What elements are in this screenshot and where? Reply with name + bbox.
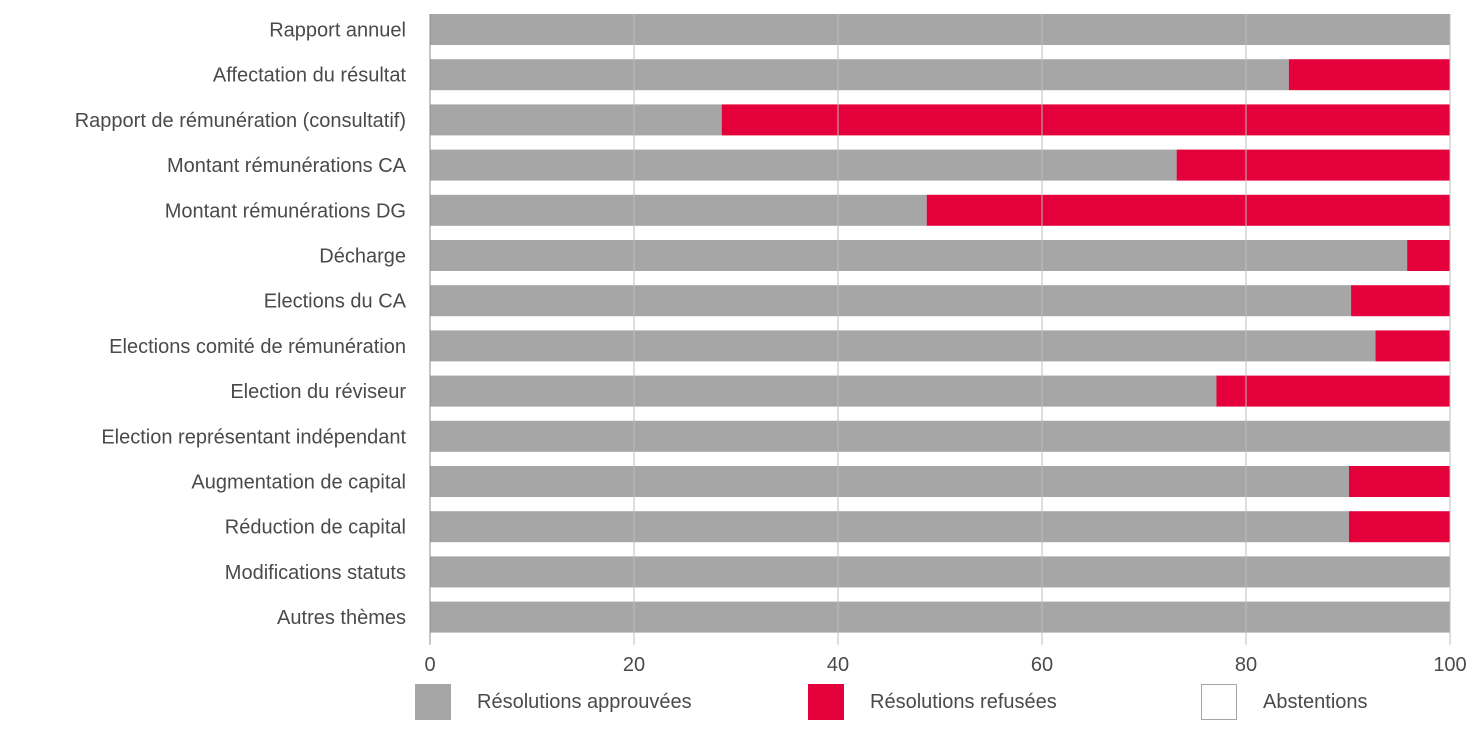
category-label: Affectation du résultat <box>213 65 407 87</box>
bar-refused <box>1288 59 1450 91</box>
bars <box>430 14 1450 633</box>
legend-item-approved: Résolutions approuvées <box>415 682 692 722</box>
bar-approved <box>430 59 1289 91</box>
bar-refused <box>1349 466 1450 497</box>
category-label: Rapport de rémunération (consultatif) <box>75 110 406 132</box>
legend-label-approved: Résolutions approuvées <box>477 690 692 713</box>
category-label: Montant rémunérations CA <box>167 155 407 177</box>
bar-refused <box>1351 285 1450 317</box>
bar-approved <box>430 601 1450 633</box>
category-label: Augmentation de capital <box>191 472 406 494</box>
bar-approved <box>430 104 722 136</box>
bar-approved <box>430 556 1450 588</box>
category-label: Montant rémunérations DG <box>165 200 406 222</box>
bar-approved <box>430 149 1177 181</box>
legend-swatch-approved <box>415 684 451 720</box>
legend-swatch-refused <box>808 684 844 720</box>
x-tick-label: 80 <box>1235 654 1257 676</box>
legend: Résolutions approuvées Résolutions refus… <box>0 682 1475 732</box>
bar-approved <box>430 420 1450 452</box>
bar-refused <box>1176 149 1450 181</box>
legend-item-refused: Résolutions refusées <box>808 682 1057 722</box>
category-label: Elections comité de rémunération <box>109 336 406 358</box>
legend-item-abstentions: Abstentions <box>1201 682 1368 722</box>
x-tick-label: 40 <box>827 654 849 676</box>
gridlines <box>429 14 1451 645</box>
x-axis-tick-labels: 0 20 40 60 80 100 <box>424 654 1466 676</box>
category-label: Modifications statuts <box>225 562 406 584</box>
bar-refused <box>1349 511 1450 543</box>
category-label: Réduction de capital <box>225 517 406 539</box>
x-tick-label: 100 <box>1433 654 1466 676</box>
bar-approved <box>430 375 1217 407</box>
category-label: Rapport annuel <box>269 20 406 42</box>
bar-approved <box>430 466 1350 497</box>
bar-approved <box>430 511 1350 543</box>
category-label: Autres thèmes <box>277 607 406 629</box>
legend-label-refused: Résolutions refusées <box>870 690 1057 713</box>
bar-approved <box>430 14 1450 45</box>
bar-refused <box>926 194 1450 226</box>
legend-swatch-abstentions <box>1201 684 1237 720</box>
category-label: Elections du CA <box>264 291 407 313</box>
bar-approved <box>430 285 1352 317</box>
category-label: Décharge <box>319 246 406 268</box>
legend-label-abstentions: Abstentions <box>1263 690 1368 713</box>
x-tick-label: 20 <box>623 654 645 676</box>
bar-approved <box>430 194 927 226</box>
category-label: Election représentant indépendant <box>101 426 406 448</box>
bar-refused <box>1375 330 1450 362</box>
category-labels: Rapport annuel Affectation du résultat Rap… <box>75 20 407 630</box>
stacked-bar-chart: Rapport annuel Affectation du résultat Rap… <box>75 14 1467 676</box>
x-tick-label: 0 <box>424 654 435 676</box>
bar-refused <box>1216 375 1450 407</box>
x-tick-label: 60 <box>1031 654 1053 676</box>
bar-approved <box>430 240 1408 271</box>
category-label: Election du réviseur <box>230 381 406 403</box>
bar-approved <box>430 330 1376 362</box>
bar-refused <box>721 104 1450 136</box>
bar-refused <box>1407 240 1450 271</box>
